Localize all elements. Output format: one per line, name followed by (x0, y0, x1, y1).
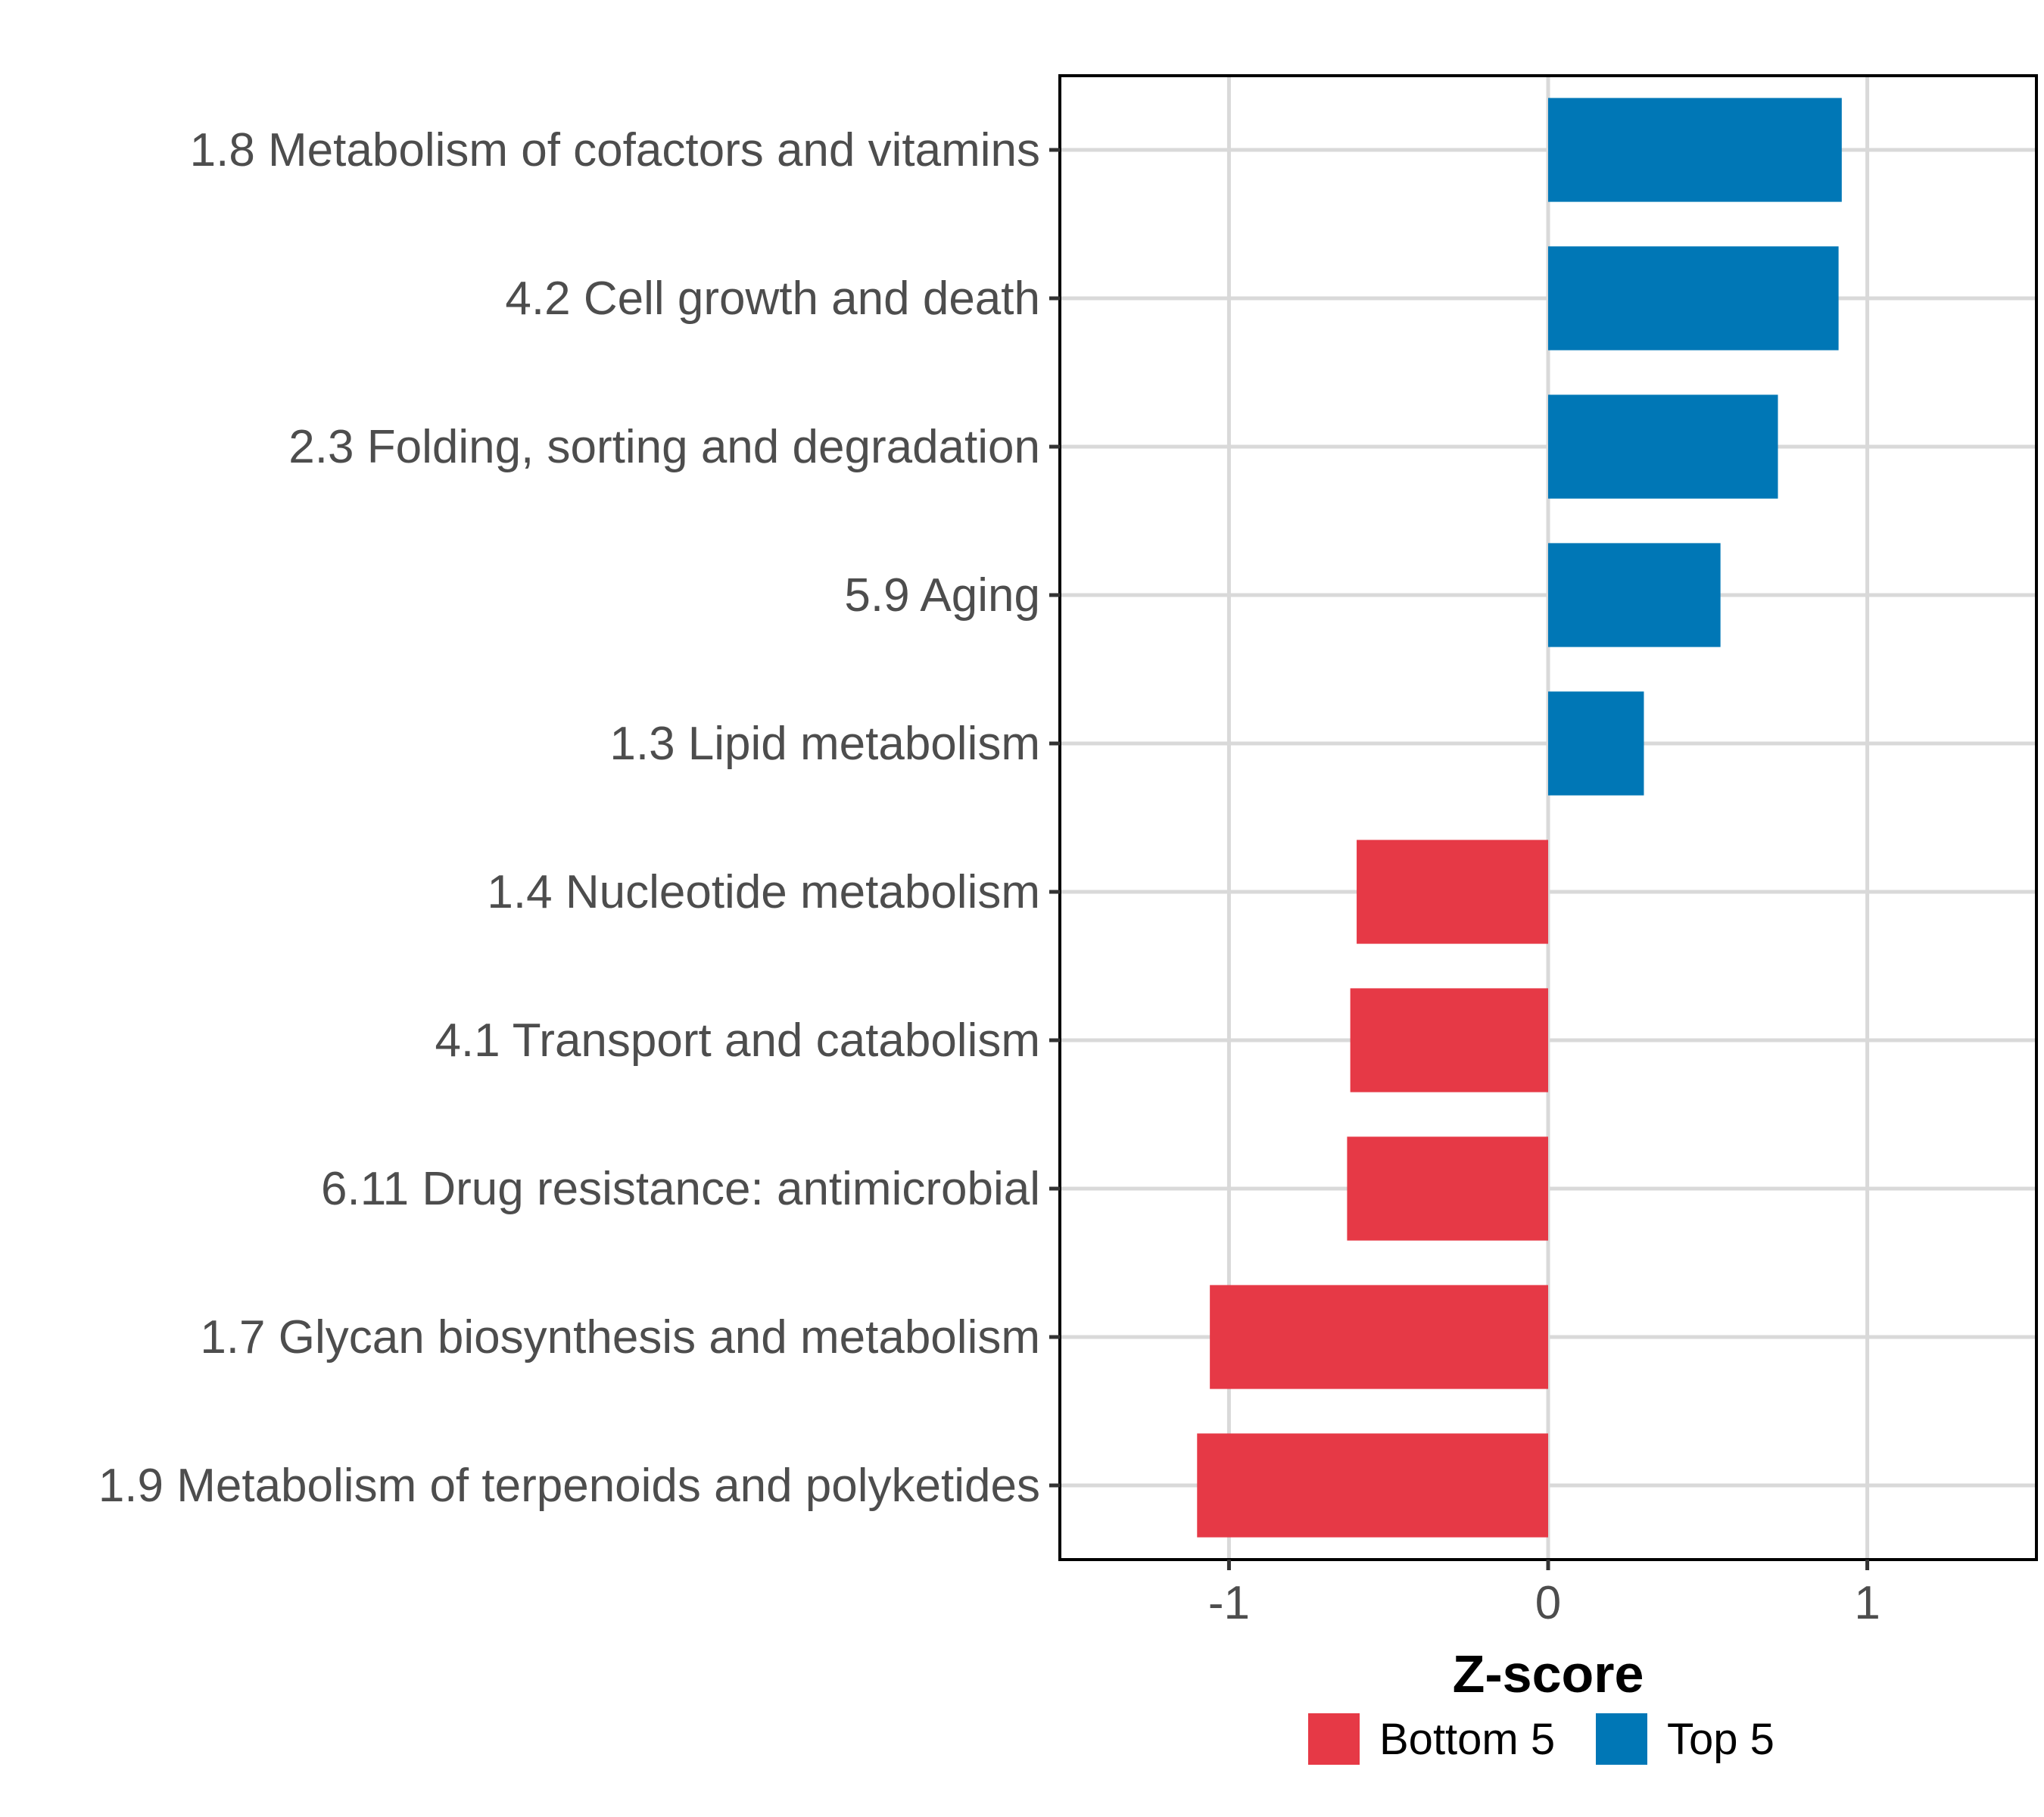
bar-7 (1350, 988, 1548, 1092)
bar-6 (1357, 840, 1548, 944)
y-tick-label: 1.8 Metabolism of cofactors and vitamins (190, 124, 1040, 176)
y-tick-label: 1.4 Nucleotide metabolism (487, 866, 1040, 918)
bar-8 (1347, 1136, 1548, 1241)
x-axis-title: Z-score (1453, 1644, 1644, 1703)
x-tick-label: 0 (1535, 1577, 1561, 1629)
bar-5 (1548, 691, 1644, 796)
legend: Bottom 5 Top 5 (1308, 1713, 1774, 1765)
bar-3 (1548, 394, 1778, 499)
x-tick-label: -1 (1208, 1577, 1250, 1629)
bar-2 (1548, 246, 1839, 351)
y-tick-label: 1.9 Metabolism of terpenoids and polyket… (98, 1460, 1040, 1512)
bar-10 (1197, 1433, 1548, 1538)
bar-9 (1210, 1285, 1548, 1389)
y-tick-label: 6.11 Drug resistance: antimicrobial (321, 1163, 1040, 1215)
bar-1 (1548, 98, 1842, 202)
y-tick-label: 4.2 Cell growth and death (505, 273, 1040, 325)
y-tick-label: 1.7 Glycan biosynthesis and metabolism (200, 1311, 1040, 1364)
bar-4 (1548, 543, 1721, 647)
y-tick-label: 1.3 Lipid metabolism (609, 718, 1040, 770)
y-tick-label: 4.1 Transport and catabolism (435, 1014, 1040, 1067)
legend-label-1: Bottom 5 (1379, 1715, 1555, 1764)
y-tick-label: 2.3 Folding, sorting and degradation (288, 421, 1040, 473)
legend-label-2: Top 5 (1667, 1715, 1774, 1764)
bar-layer (1197, 98, 1842, 1538)
axis-layer: 1.8 Metabolism of cofactors and vitamins… (98, 124, 1880, 1629)
y-tick-label: 5.9 Aging (844, 569, 1040, 622)
x-tick-label: 1 (1854, 1577, 1880, 1629)
legend-swatch-2 (1596, 1713, 1647, 1765)
legend-swatch-1 (1308, 1713, 1360, 1765)
